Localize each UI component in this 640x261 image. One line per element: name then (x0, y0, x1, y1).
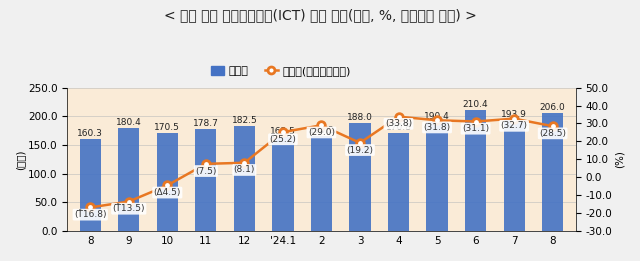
Bar (504, 120, 525, 231)
Text: 178.7: 178.7 (193, 119, 219, 128)
Text: 210.4: 210.4 (463, 100, 488, 109)
Text: (31.1): (31.1) (462, 124, 489, 133)
Text: 206.0: 206.0 (540, 103, 566, 112)
Text: 170.8: 170.8 (385, 123, 412, 132)
Text: (8.1): (8.1) (234, 165, 255, 174)
Bar (79, 139, 101, 231)
Text: 180.4: 180.4 (116, 118, 141, 127)
Text: (33.8): (33.8) (385, 119, 412, 128)
Bar (349, 123, 371, 231)
Y-axis label: (억불): (억불) (15, 149, 25, 170)
Text: 182.5: 182.5 (232, 116, 257, 126)
Y-axis label: (%): (%) (615, 150, 625, 168)
Bar (272, 137, 294, 231)
Bar (195, 128, 216, 231)
Text: (Ť13.5): (Ť13.5) (113, 204, 145, 213)
Text: (Ť16.8): (Ť16.8) (74, 210, 106, 219)
Bar (234, 126, 255, 231)
Legend: 수출액, 증감률(전년동월대비): 수출액, 증감률(전년동월대비) (206, 62, 355, 81)
Text: 170.5: 170.5 (154, 123, 180, 132)
Bar (542, 113, 563, 231)
Text: < 최근 월별 정보통신산업(ICT) 수출 추이(억불, %, 전년동월 대비) >: < 최근 월별 정보통신산업(ICT) 수출 추이(억불, %, 전년동월 대비… (164, 8, 476, 22)
Text: (29.0): (29.0) (308, 128, 335, 137)
Text: 165.2: 165.2 (308, 126, 334, 135)
Text: 163.5: 163.5 (270, 127, 296, 137)
Bar (118, 128, 140, 231)
Text: 190.4: 190.4 (424, 112, 450, 121)
Text: 188.0: 188.0 (347, 113, 373, 122)
Text: 193.9: 193.9 (501, 110, 527, 119)
Text: (Δ4.5): (Δ4.5) (154, 188, 181, 197)
Text: (28.5): (28.5) (539, 129, 566, 138)
Bar (465, 110, 486, 231)
Bar (388, 133, 409, 231)
Text: (25.2): (25.2) (269, 135, 296, 144)
Text: 160.3: 160.3 (77, 129, 103, 138)
Bar (157, 133, 178, 231)
Text: (31.8): (31.8) (424, 123, 451, 132)
Bar (426, 122, 447, 231)
Text: (32.7): (32.7) (500, 121, 527, 130)
Bar (311, 136, 332, 231)
Text: (7.5): (7.5) (195, 167, 216, 176)
Text: (19.2): (19.2) (346, 146, 374, 155)
